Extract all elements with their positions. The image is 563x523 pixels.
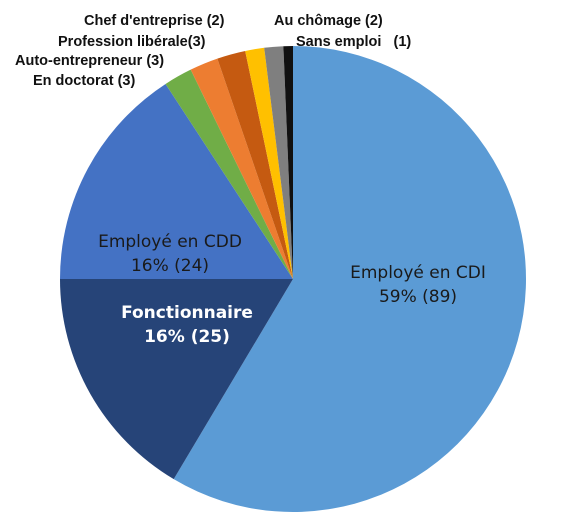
pie-slices — [60, 46, 526, 512]
slice-label-en-doctorat-3: En doctorat (3) — [33, 73, 135, 89]
pie-slice-fonctionnaire — [60, 279, 293, 480]
pie-slice-en-doctorat-3 — [165, 69, 293, 279]
slice-label-profession-liberale-3: Profession libérale(3) — [58, 34, 206, 50]
slice-value-employe-en-cdi: 59% (89) — [379, 287, 457, 307]
slice-label-au-chomage-2: Au chômage (2) — [274, 13, 383, 29]
slice-label-fonctionnaire: Fonctionnaire — [121, 303, 253, 323]
pie-slice-profession-liberale-3 — [217, 50, 293, 280]
pie-slice-au-chomage-2 — [264, 46, 293, 280]
pie-slice-employe-en-cdi — [173, 46, 526, 512]
pie-labels: Employé en CDI 59% (89) Fonctionnaire 16% (… — [15, 13, 486, 347]
slice-value-employe-en-cdd: 16% (24) — [131, 256, 209, 276]
slice-label-auto-entrepreneur-3: Auto-entrepreneur (3) — [15, 53, 164, 69]
pie-slice-auto-entrepreneur-3 — [190, 58, 293, 280]
slice-label-sans-emploi-1: Sans emploi (1) — [296, 34, 411, 50]
slice-label-employe-en-cdd: Employé en CDD — [98, 232, 242, 252]
pie-slice-employe-en-cdd — [60, 83, 293, 279]
pie-slice-sans-emploi-1 — [283, 46, 293, 279]
slice-label-employe-en-cdi: Employé en CDI — [350, 263, 486, 283]
pie-slice-chef-d-entreprise-2 — [245, 47, 293, 279]
slice-value-fonctionnaire: 16% (25) — [144, 327, 230, 347]
slice-label-chef-d-entreprise-2: Chef d'entreprise (2) — [84, 13, 225, 29]
